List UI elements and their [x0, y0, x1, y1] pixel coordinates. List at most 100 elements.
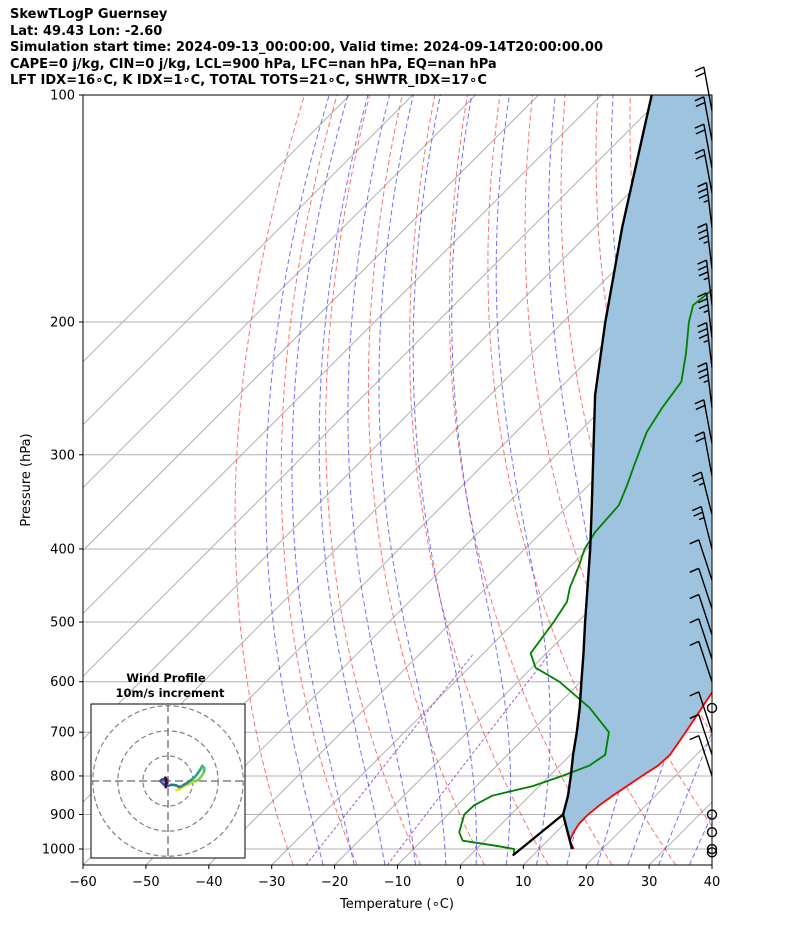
x-axis-label: Temperature (∘C) [339, 897, 454, 912]
wind-barb [689, 593, 713, 636]
mixing-ratio-line [305, 652, 475, 865]
x-tick-label: −20 [321, 875, 348, 890]
wind-barb [689, 539, 713, 581]
dry-adiabat [409, 95, 549, 865]
moist-adiabat [318, 95, 386, 865]
wind-barb [697, 259, 713, 306]
moist-adiabat [265, 95, 330, 865]
wind-barb [697, 322, 713, 368]
moist-adiabat [720, 95, 794, 865]
dry-adiabat [234, 95, 305, 865]
wind-barb [694, 66, 713, 112]
isotherm-gridline [334, 486, 712, 865]
wind-barb [694, 123, 713, 169]
wind-barb [691, 471, 713, 515]
y-tick-label: 800 [50, 769, 75, 784]
x-tick-label: 40 [704, 875, 721, 890]
moist-adiabat [495, 95, 551, 865]
chart-header: SkewTLogP Guernsey Lat: 49.43 Lon: -2.60… [10, 7, 790, 90]
wind-barb [706, 843, 718, 855]
dry-adiabat [448, 95, 613, 865]
x-tick-label: −50 [132, 875, 159, 890]
mixing-ratio-line [387, 652, 551, 865]
wind-barb [694, 96, 713, 141]
isotherm-gridline [83, 95, 665, 678]
wind-barb [697, 223, 713, 269]
wind-barb [689, 691, 713, 733]
wind-barb [691, 505, 713, 550]
y-tick-label: 700 [50, 726, 75, 741]
y-tick-label: 200 [50, 315, 75, 330]
inset-subtitle: 10m/s increment [116, 686, 225, 700]
wind-barb [689, 734, 713, 777]
cape-line: CAPE=0 j/kg, CIN=0 j/kg, LCL=900 hPa, LF… [10, 56, 497, 72]
x-tick-label: 10 [515, 875, 532, 890]
time-line: Simulation start time: 2024-09-13_00:00:… [10, 40, 603, 56]
wind-barb [689, 618, 713, 660]
y-tick-label: 1000 [42, 843, 75, 858]
chart-title: SkewTLogP Guernsey [10, 7, 168, 22]
y-tick-label: 600 [50, 675, 75, 690]
x-tick-label: 20 [578, 875, 595, 890]
x-tick-label: −60 [69, 875, 96, 890]
temperature-line [568, 690, 712, 850]
wind-barb [706, 847, 718, 858]
y-tick-label: 400 [50, 542, 75, 557]
y-axis-label: Pressure (hPa) [19, 433, 34, 526]
parcel-line [561, 95, 653, 850]
dry-adiabat [280, 95, 358, 865]
isotherm-gridline [83, 95, 476, 489]
moist-adiabat [658, 730, 712, 865]
isotherm-gridline [711, 864, 712, 865]
y-tick-label: 900 [50, 808, 75, 823]
x-tick-label: 0 [456, 875, 464, 890]
x-tick-label: −40 [195, 875, 222, 890]
wind-barb [706, 809, 718, 820]
inset-title: Wind Profile [126, 671, 206, 685]
indices-line: LFT IDX=16∘C, K IDX=1∘C, TOTAL TOTS=21∘C… [10, 73, 487, 89]
wind-barb [706, 827, 718, 838]
wind-barb [706, 702, 718, 714]
wind-barb [694, 431, 713, 477]
x-tick-label: −30 [258, 875, 285, 890]
cin-shading [563, 95, 712, 849]
wind-barb [697, 362, 713, 408]
y-tick-label: 300 [50, 448, 75, 463]
isotherm-gridline [83, 95, 539, 552]
wind-barb [697, 182, 713, 228]
wind-profile-inset: Wind Profile 10m/s increment [90, 671, 246, 859]
moist-adiabat [347, 95, 416, 865]
dry-adiabat [487, 95, 677, 865]
wind-barb [694, 399, 713, 444]
dewpoint-line [458, 288, 712, 856]
dry-adiabat [728, 95, 794, 865]
location-line: Lat: 49.43 Lon: -2.60 [10, 23, 163, 39]
wind-barb [694, 148, 713, 194]
x-tick-label: 30 [641, 875, 658, 890]
wind-barb [689, 567, 713, 609]
isotherm-gridline [83, 95, 351, 363]
moist-adiabat [451, 95, 512, 865]
surface-parcel-segment [511, 813, 564, 857]
x-tick-label: −10 [384, 875, 411, 890]
y-tick-label: 100 [50, 89, 75, 104]
isotherm-gridline [397, 549, 712, 865]
moist-adiabat [548, 95, 598, 865]
dry-adiabat [367, 95, 485, 865]
isotherm-gridline [83, 95, 602, 615]
wind-barb [697, 292, 713, 339]
dry-adiabat [524, 95, 712, 828]
moist-adiabat [627, 95, 712, 865]
y-tick-label: 500 [50, 616, 75, 631]
wind-barb [689, 713, 713, 756]
moist-adiabat [291, 95, 355, 865]
dry-adiabat [325, 95, 422, 865]
isotherm-gridline [83, 95, 414, 426]
isotherm-gridline [271, 423, 712, 865]
isotherm-gridline [145, 298, 712, 865]
isotherm-gridline [83, 109, 712, 740]
moist-adiabat [378, 95, 447, 865]
dry-adiabat [761, 95, 794, 865]
moist-adiabat [412, 95, 477, 865]
